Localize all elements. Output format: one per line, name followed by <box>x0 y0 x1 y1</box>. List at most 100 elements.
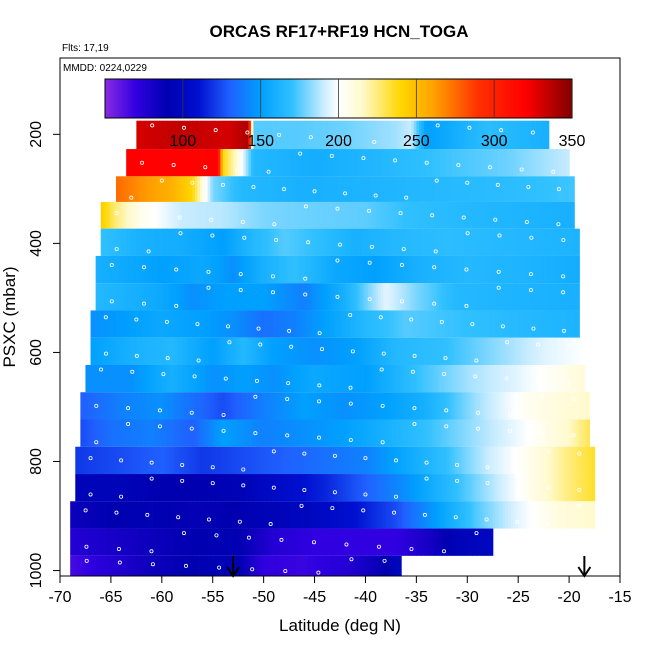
sample-point <box>238 288 243 293</box>
heat-cell <box>296 337 300 365</box>
heat-cell <box>525 176 529 202</box>
heat-cell <box>480 419 484 447</box>
heat-cell <box>98 474 102 502</box>
heat-cell <box>217 528 221 556</box>
heat-cell <box>164 528 168 556</box>
heat-cell <box>459 501 463 529</box>
colorbar-cell <box>459 79 463 118</box>
heat-cell <box>327 555 331 576</box>
heat-cell <box>357 419 361 447</box>
heat-cell <box>350 392 354 420</box>
heat-cell <box>449 474 453 502</box>
heat-cell <box>457 392 461 420</box>
heat-cell <box>406 149 410 177</box>
heat-cell <box>347 176 351 202</box>
heat-cell <box>284 555 288 576</box>
heat-cell <box>172 228 176 256</box>
heat-cell <box>365 255 369 284</box>
colorbar-cell <box>511 79 514 118</box>
band-16 <box>70 555 402 576</box>
heat-cell <box>271 283 275 311</box>
heat-cell <box>126 176 130 202</box>
heat-cell <box>525 149 529 177</box>
heat-cell <box>187 555 191 576</box>
heat-cell <box>329 555 333 576</box>
heat-cell <box>240 555 244 576</box>
heat-cell <box>88 446 92 475</box>
heat-cell <box>126 337 130 365</box>
colorbar-cell <box>450 79 453 118</box>
heat-cell <box>368 501 372 529</box>
heat-cell <box>520 419 524 447</box>
heat-cell <box>250 501 255 529</box>
heat-cell <box>284 228 288 256</box>
heat-cell <box>566 228 570 256</box>
colorbar-cell <box>520 79 523 118</box>
heat-cell <box>240 310 244 338</box>
heat-cell <box>156 176 160 202</box>
heat-cell <box>245 255 249 284</box>
heat-cell <box>131 528 135 556</box>
heat-cell <box>558 255 563 284</box>
heat-cell <box>301 120 305 150</box>
sample-point <box>114 211 119 216</box>
sample-point <box>453 515 458 520</box>
heat-cell <box>515 474 519 502</box>
heat-cell <box>340 201 344 229</box>
heat-cell <box>324 149 328 177</box>
heat-cell <box>508 364 512 393</box>
sample-point <box>571 433 576 438</box>
heat-cell <box>459 392 463 420</box>
heat-cell <box>548 176 552 202</box>
heat-cell <box>174 392 178 420</box>
heat-cell <box>380 255 384 284</box>
heat-cell <box>538 201 542 229</box>
sample-point <box>424 160 429 165</box>
heat-cell <box>487 120 491 150</box>
sample-point <box>401 247 406 252</box>
heat-cell <box>536 392 540 420</box>
colorbar-cell <box>385 79 388 118</box>
heat-cell <box>248 310 252 338</box>
heat-cell <box>467 337 471 365</box>
heat-cell <box>449 337 453 365</box>
heat-cell <box>546 310 550 338</box>
heat-cell <box>388 419 392 447</box>
heat-cell <box>256 120 260 150</box>
colorbar-tick-label: 350 <box>559 133 586 150</box>
heat-cell <box>281 446 285 475</box>
heat-cell <box>449 283 453 311</box>
colorbar-cell <box>543 79 547 118</box>
heat-cell <box>144 364 148 393</box>
heat-cell <box>464 419 468 447</box>
heat-cell <box>515 255 519 284</box>
heat-cell <box>205 228 209 256</box>
heat-cell <box>574 337 578 365</box>
heat-cell <box>508 310 512 338</box>
heat-cell <box>378 228 382 256</box>
heat-cell <box>105 446 109 475</box>
heat-cell <box>487 228 491 256</box>
heat-cell <box>322 310 326 338</box>
heat-cell <box>123 501 127 529</box>
heat-cell <box>480 255 484 284</box>
colorbar-cell <box>539 79 542 118</box>
heat-cell <box>553 228 557 256</box>
sample-point <box>367 208 372 213</box>
heat-cell <box>189 283 193 311</box>
heat-cell <box>172 149 176 177</box>
heat-cell <box>113 310 117 338</box>
heat-cell <box>151 201 155 229</box>
heat-cell <box>294 228 298 256</box>
colorbar-cell <box>536 79 539 118</box>
heat-cell <box>116 176 120 202</box>
heat-cell <box>337 120 341 150</box>
heat-cell <box>187 176 191 202</box>
heat-cell <box>441 310 445 338</box>
heat-cell <box>444 474 448 502</box>
heat-cell <box>370 501 374 529</box>
heat-cell <box>436 310 440 338</box>
heat-cell <box>477 501 481 529</box>
heat-cell <box>314 501 318 529</box>
heat-cell <box>182 392 186 420</box>
